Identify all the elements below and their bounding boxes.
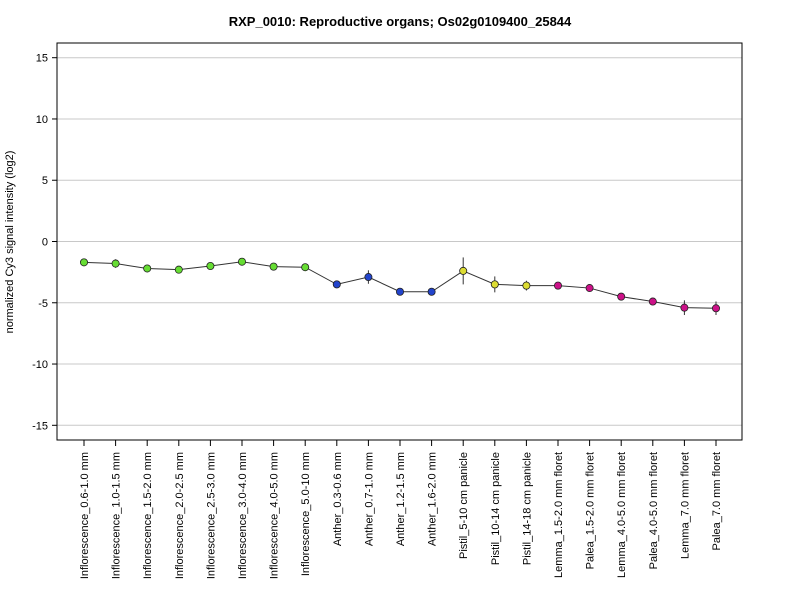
x-tick-label: Anther_0.3-0.6 mm [332,452,344,546]
x-tick-label: Inflorescence_1.0-1.5 mm [111,452,123,579]
y-tick-label: -10 [32,359,48,371]
y-tick-label: 5 [42,175,48,187]
x-tick-label: Inflorescence_5.0-10 mm [300,452,312,576]
data-series [80,257,721,316]
data-point [143,264,152,273]
y-tick-label: 15 [36,53,48,65]
x-tick-label: Pistil_5-10 cm panicle [458,452,470,559]
x-tick-label: Anther_1.6-2.0 mm [427,452,439,546]
x-tick-label: Lemma_4.0-5.0 mm floret [616,452,628,578]
axes: -15 -10 -5 0 5 10 15 Inflorescence_0.6-1.0 mm In… [32,53,723,579]
data-point [80,258,89,267]
x-tick-label: Inflorescence_0.6-1.0 mm [79,452,91,579]
x-tick-label: Anther_0.7-1.0 mm [363,452,375,546]
data-point [648,297,657,306]
chart-title: RXP_0010: Reproductive organs; Os02g0109… [229,14,572,29]
data-point [585,284,594,293]
data-point [522,281,531,290]
data-point [680,303,689,312]
x-tick-label: Pistil_14-18 cm panicle [521,452,533,565]
data-point [206,262,215,271]
data-point [364,273,373,282]
data-point [712,304,721,313]
data-point [111,259,120,268]
x-tick-label: Inflorescence_3.0-4.0 mm [237,452,249,579]
data-point [554,281,563,290]
x-tick-label: Inflorescence_1.5-2.0 mm [142,452,154,579]
x-tick-label: Inflorescence_2.0-2.5 mm [174,452,186,579]
y-tick-label: -15 [32,420,48,432]
data-point [459,266,468,275]
x-tick-label: Palea_4.0-5.0 mm floret [648,452,660,569]
data-point [269,262,278,271]
data-point [490,280,499,289]
data-point [174,265,183,274]
x-tick-label: Palea_7.0 mm floret [711,452,723,550]
data-point [395,287,404,296]
x-tick-label: Anther_1.2-1.5 mm [395,452,407,546]
x-tick-label: Pistil_10-14 cm panicle [490,452,502,565]
x-tick-label: Lemma_7.0 mm floret [679,452,691,559]
plot-frame [56,42,743,441]
y-tick-label: 10 [36,114,48,126]
y-axis-label: normalized Cy3 signal intensity (log2) [4,151,16,334]
y-tick-label: 0 [42,237,48,249]
data-point [332,280,341,289]
data-point [427,287,436,296]
data-point [237,257,246,266]
data-point [617,292,626,301]
x-tick-label: Inflorescence_4.0-5.0 mm [269,452,281,579]
x-tick-label: Lemma_1.5-2.0 mm floret [553,452,565,578]
grid-lines [57,57,742,426]
y-tick-label: -5 [38,298,48,310]
x-tick-label: Inflorescence_2.5-3.0 mm [205,452,217,579]
x-tick-label: Palea_1.5-2.0 mm floret [585,452,597,569]
data-point [301,263,310,272]
